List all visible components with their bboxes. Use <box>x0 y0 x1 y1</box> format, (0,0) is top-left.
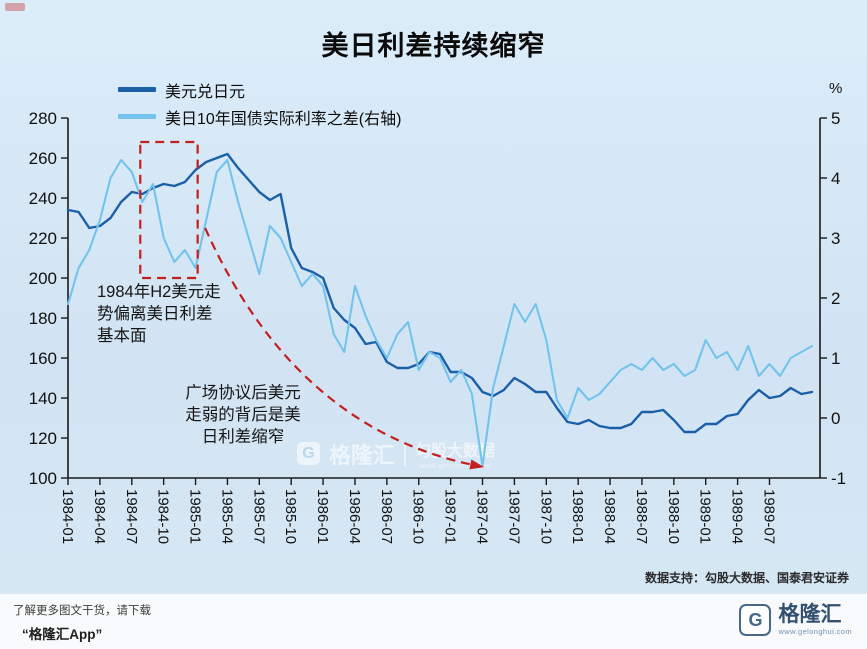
x-tick-label: 1989-07 <box>760 489 777 544</box>
left-tick-label: 280 <box>29 109 57 128</box>
left-tick-label: 260 <box>29 149 57 168</box>
x-tick-label: 1986-01 <box>314 489 331 544</box>
x-tick-label: 1988-10 <box>665 489 682 544</box>
footer-logo-url: www.gelonghui.com <box>778 627 852 637</box>
left-tick-label: 120 <box>29 429 57 448</box>
x-tick-label: 1984-01 <box>59 489 76 544</box>
footer-bar: 了解更多图文干货，请下载 “格隆汇App” G 格隆汇 www.gelonghu… <box>0 593 867 649</box>
right-tick-label: 0 <box>831 409 840 428</box>
series-line-1 <box>66 158 814 468</box>
right-tick-label: 2 <box>831 289 840 308</box>
x-tick-label: 1988-01 <box>569 489 586 544</box>
x-tick-label: 1986-10 <box>410 489 427 544</box>
watermark-logo-icon: G <box>297 442 320 465</box>
footer-logo-brand: 格隆汇 <box>778 603 842 627</box>
left-tick-label: 220 <box>29 229 57 248</box>
footer-app-name: “格隆汇App” <box>22 627 103 642</box>
right-axis-unit-label: % <box>829 80 843 97</box>
legend-item-usd-jpy: 美元兑日元 <box>118 76 401 103</box>
right-tick-label: 3 <box>831 229 840 248</box>
legend-item-rate-diff: 美日10年国债实际利率之差(右轴) <box>118 103 401 130</box>
x-tick-label: 1989-04 <box>729 489 746 544</box>
watermark-brand: 格隆汇 <box>329 442 396 468</box>
trend-arrow <box>204 227 479 468</box>
watermark: G 格隆汇 勾股大数据 www.gelonghui.com <box>297 437 495 470</box>
right-tick-label: 4 <box>831 169 840 188</box>
right-tick-label: 5 <box>831 109 840 128</box>
corner-artifact <box>5 3 25 11</box>
left-tick-label: 180 <box>29 309 57 328</box>
right-tick-label: 1 <box>831 349 840 368</box>
data-source-text: 数据支持：勾股大数据、国泰君安证券 <box>644 571 849 585</box>
x-tick-label: 1985-04 <box>218 489 235 544</box>
x-tick-label: 1985-10 <box>282 489 299 544</box>
arrowhead <box>469 459 485 470</box>
x-tick-label: 1988-04 <box>601 489 618 544</box>
highlight-box <box>139 140 199 280</box>
left-tick-label: 160 <box>29 349 57 368</box>
x-tick-label: 1984-10 <box>155 489 172 544</box>
usd-jpy-line-swatch <box>118 87 156 92</box>
annotation-1984-h2: 1984年H2美元走 势偏离美日利差 基本面 <box>97 283 221 346</box>
series-line-0 <box>66 152 814 434</box>
x-tick-label: 1989-01 <box>697 489 714 544</box>
left-tick-label: 240 <box>29 189 57 208</box>
x-tick-label: 1986-07 <box>378 489 395 544</box>
x-tick-label: 1987-04 <box>474 489 491 544</box>
watermark-divider <box>404 441 407 466</box>
left-tick-label: 200 <box>29 269 57 288</box>
x-tick-label: 1985-01 <box>187 489 204 544</box>
rate-diff-line-swatch <box>118 114 156 119</box>
legend-label: 美日10年国债实际利率之差(右轴) <box>165 110 402 128</box>
footer-promo-line: 了解更多图文干货，请下载 <box>13 605 151 617</box>
left-tick-label: 140 <box>29 389 57 408</box>
right-tick-label: -1 <box>831 469 846 488</box>
gelonghui-logo-icon: G <box>739 604 772 636</box>
x-tick-label: 1987-07 <box>505 489 522 544</box>
page-title: 美日利差持续缩窄 <box>321 31 546 61</box>
chart-legend: 美元兑日元 美日10年国债实际利率之差(右轴) <box>118 76 401 130</box>
legend-label: 美元兑日元 <box>165 83 246 101</box>
watermark-url: www.gelonghui.com <box>419 463 491 470</box>
footer-logo-text-block: 格隆汇 www.gelonghui.com <box>778 604 852 636</box>
x-tick-label: 1984-04 <box>91 489 108 544</box>
x-tick-label: 1987-01 <box>442 489 459 544</box>
footer-logo: G 格隆汇 www.gelonghui.com <box>739 604 852 636</box>
x-tick-label: 1988-07 <box>633 489 650 544</box>
x-tick-label: 1986-04 <box>346 489 363 544</box>
x-tick-label: 1987-10 <box>537 489 554 544</box>
annotation-plaza-accord: 广场协议后美元 走弱的背后是美 日利差缩窄 <box>185 384 301 447</box>
x-tick-label: 1984-07 <box>123 489 140 544</box>
x-tick-label: 1985-07 <box>250 489 267 544</box>
left-tick-label: 100 <box>29 469 57 488</box>
